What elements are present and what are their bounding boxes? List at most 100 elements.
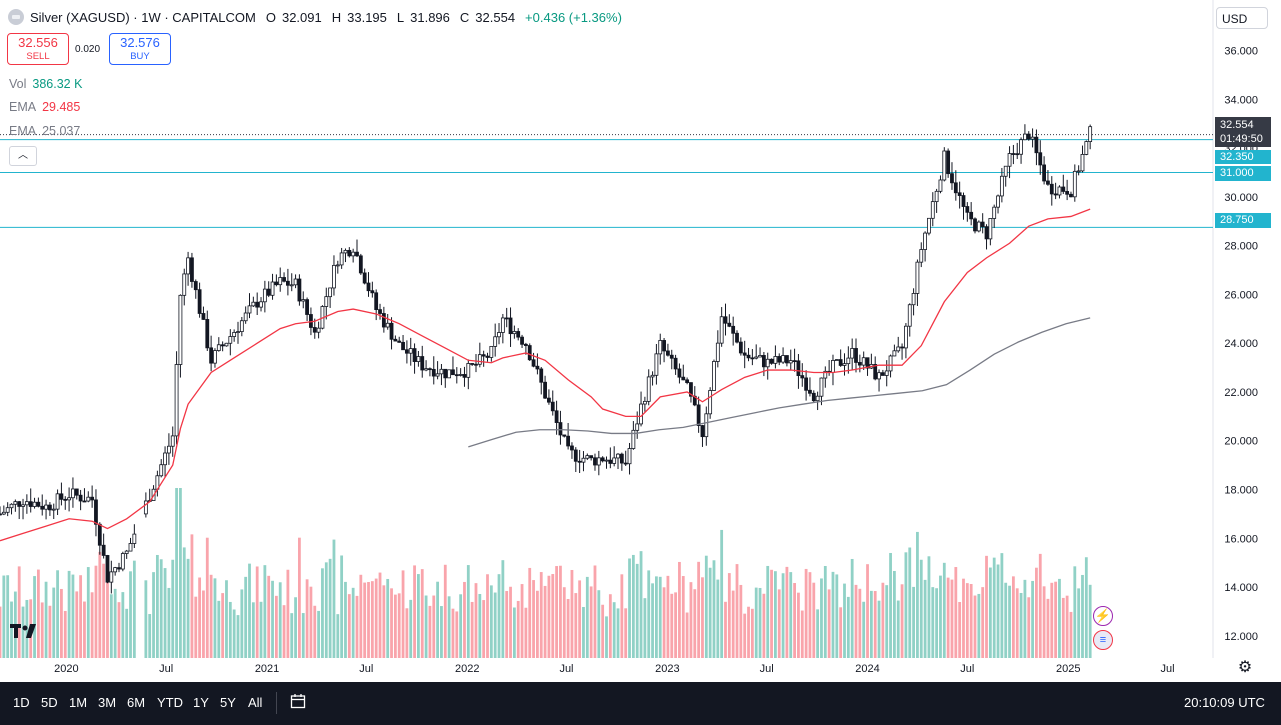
bar-countdown: 01:49:50 [1220,133,1263,145]
volume-bar [386,578,390,658]
time-tick-label: 2020 [54,663,78,675]
candle-body [366,282,371,292]
volume-bar [171,559,175,658]
sell-button[interactable]: 32.556 SELL [7,33,69,65]
candle-body [1,511,6,515]
volume-bar [505,591,509,658]
indicator-ema-slow[interactable]: EMA 25.037 [9,124,80,138]
open-label: O [265,9,276,25]
toolbar-divider [276,692,277,714]
volume-bar [363,582,367,658]
time-tick-label: Jul [760,663,774,675]
candle-body [94,499,98,525]
range-3m[interactable]: 3M [98,695,117,710]
currency-select[interactable]: USD [1216,7,1268,29]
volume-bar [397,593,401,658]
candle-body [251,301,256,307]
candle-body [186,257,190,275]
symbol-icon[interactable] [8,9,24,25]
candle-body [969,211,974,220]
candle-body [374,292,379,310]
volume-bar [950,579,954,658]
lightning-icon[interactable]: ⚡ [1093,606,1113,626]
symbol-title[interactable]: Silver (XAGUSD) · 1W · CAPITALCOM [30,9,256,25]
level-label: 31.000 [1215,166,1271,181]
candle-body [13,501,18,505]
range-all[interactable]: All [248,695,263,710]
volume-bar [36,569,40,658]
volume-bar [747,606,750,658]
candle-body [896,346,901,352]
buy-button[interactable]: 32.576 BUY [109,33,171,65]
range-6m[interactable]: 6M [127,695,146,710]
candle-body [658,340,663,355]
volume-bar [459,594,463,658]
candle-body [163,452,167,466]
candle-body [792,360,797,363]
ema-fast-line [0,208,1091,542]
volume-bar [931,587,935,658]
range-1m[interactable]: 1M [69,695,88,710]
candle-body [224,342,229,347]
candle-body [1049,183,1054,195]
candle-body [1023,133,1027,141]
volume-bar [743,613,747,658]
candle-body [324,296,329,307]
candle-body [570,445,574,451]
volume-bar [727,573,731,658]
volume-bar [651,583,654,658]
volume-bar [800,610,804,658]
candle-body [67,497,71,501]
us-flag-icon[interactable]: ≡ [1093,630,1113,650]
candle-body [128,543,133,552]
volume-bar [232,609,236,658]
price-chart[interactable]: 12.000 14.000 16.000 18.000 20.000 22.000 24.0… [0,0,1281,682]
gear-icon[interactable]: ⚙ [1237,659,1253,676]
volume-bar [835,574,839,658]
symbol-header: Silver (XAGUSD) · 1W · CAPITALCOM O 32.09… [8,9,622,25]
candle-body [132,533,137,544]
indicator-ema-fast[interactable]: EMA 29.485 [9,100,80,114]
candle-body [685,379,690,384]
candle-body [424,368,428,371]
range-ytd[interactable]: YTD [157,695,183,710]
candle-body [55,493,60,510]
volume-bar [186,558,190,658]
range-1y[interactable]: 1Y [193,695,209,710]
buy-label: BUY [130,51,150,62]
candle-body [420,356,425,371]
volume-bar [443,564,447,658]
candle-body [44,504,48,510]
volume-bar [582,606,585,658]
candle-body [854,348,858,363]
range-5d[interactable]: 5D [41,695,58,710]
tradingview-logo[interactable] [10,622,42,645]
calendar-icon[interactable] [290,693,306,709]
time-tick-label: 2024 [855,663,879,675]
collapse-indicators-button[interactable]: ︿ [9,146,37,166]
volume-bar [251,602,255,658]
volume-bar [466,565,470,658]
candle-body [1072,170,1077,198]
volume-bar [336,614,340,658]
volume-bar [221,593,225,658]
candle-body [297,278,302,302]
candle-body [961,195,966,207]
volume-bar [159,559,163,658]
candle-body [1088,126,1093,142]
candle-body [239,320,244,333]
range-5y[interactable]: 5Y [220,695,236,710]
volume-bar [912,586,915,658]
range-1d[interactable]: 1D [13,695,30,710]
bottom-toolbar: 1D 5D 1M 3M 6M YTD 1Y 5Y All 20:10:09 UT… [0,682,1281,725]
volume-bar [6,575,10,658]
candle-body [393,338,398,342]
candle-body [593,457,597,466]
volume-bar [858,588,862,658]
candle-body [543,381,547,399]
candle-body [884,370,889,376]
indicator-value: 29.485 [42,100,81,114]
volume-bar [532,580,535,658]
volume-bar [547,575,551,658]
indicator-volume[interactable]: Vol 386.32 K [9,77,82,91]
